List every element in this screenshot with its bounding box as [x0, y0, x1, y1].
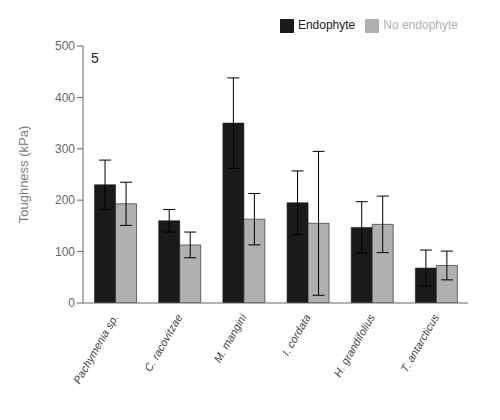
svg-text:Toughness (kPa): Toughness (kPa) [16, 126, 31, 224]
html-text:Endophyte: Endophyte [297, 18, 356, 32]
html-text:5: 5 [91, 50, 99, 66]
svg-text:400: 400 [55, 91, 75, 105]
svg-text:C. racovitzae: C. racovitzae [142, 312, 184, 374]
html-text:No endophyte: No endophyte [383, 18, 458, 32]
svg-text:200: 200 [55, 193, 75, 207]
svg-text:300: 300 [55, 142, 75, 156]
svg-text:100: 100 [55, 245, 75, 259]
svg-text:Pachymenia sp.: Pachymenia sp. [71, 312, 121, 386]
svg-text:T. antarcticus: T. antarcticus [398, 312, 441, 375]
svg-text:500: 500 [55, 39, 75, 53]
svg-text:M. mangini: M. mangini [211, 312, 249, 365]
svg-text:I. cordata: I. cordata [279, 312, 312, 358]
svg-text:0: 0 [68, 296, 75, 310]
svg-text:H. grandifolius: H. grandifolius [331, 312, 377, 379]
